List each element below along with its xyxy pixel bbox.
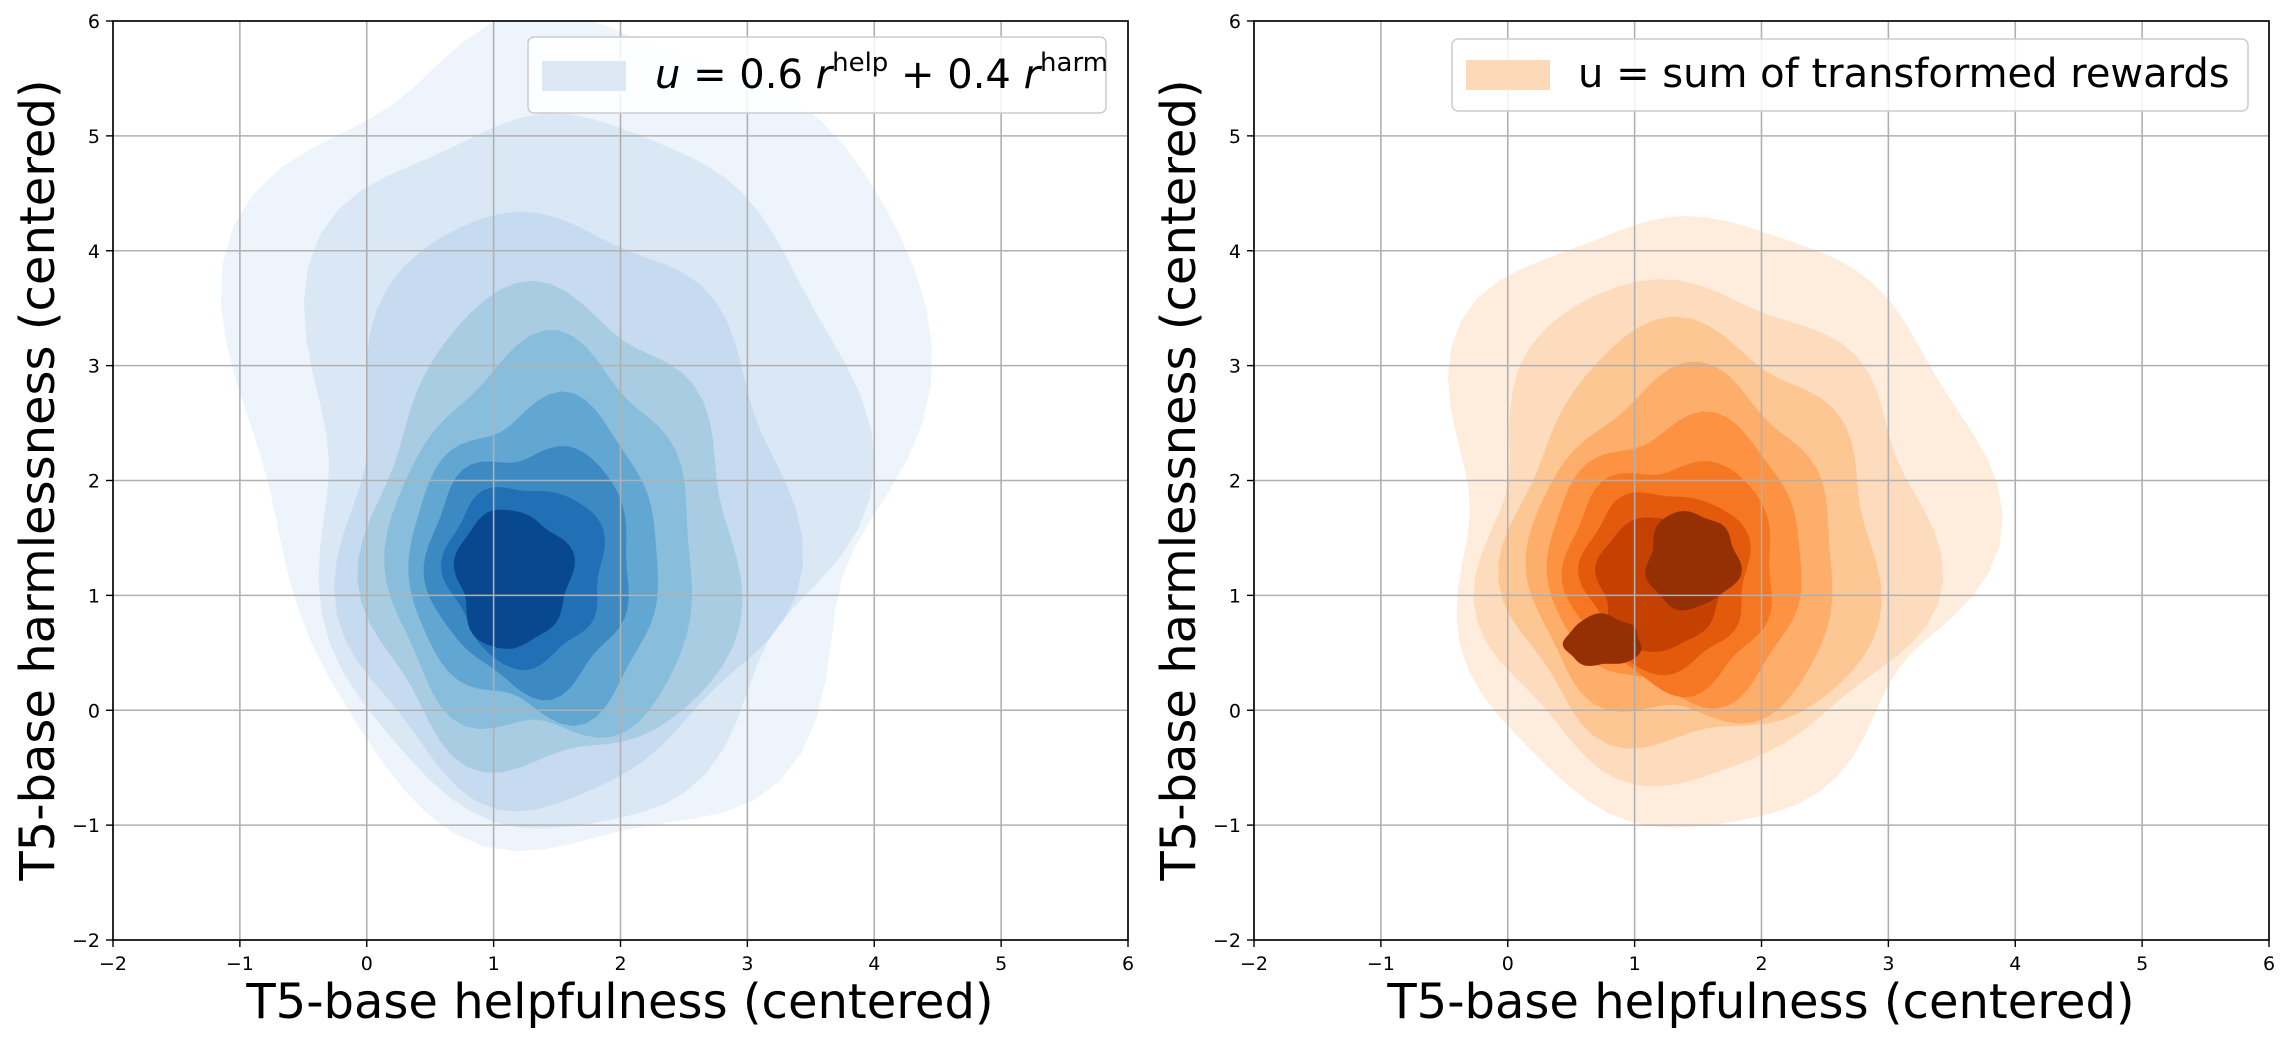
y-tick-label: 0: [1229, 700, 1241, 722]
left-grid: [112, 20, 1129, 941]
right-legend: u = sum of transformed rewards: [1451, 38, 2249, 112]
x-tick-label: 1: [488, 953, 500, 975]
y-tick-label: 3: [1229, 356, 1241, 378]
right-legend-swatch: [1466, 60, 1550, 90]
y-tick-label: 1: [1229, 585, 1241, 607]
right-x-axis-label: T5-base helpfulness (centered): [1386, 974, 2134, 1030]
y-tick-label: −2: [72, 930, 100, 952]
left-legend-label: u = 0.6 rhelp + 0.4 rharm: [655, 48, 1108, 98]
y-tick-label: −1: [1213, 815, 1241, 837]
left-y-axis-label: T5-base harmlessness (centered): [10, 79, 66, 881]
left-legend: u = 0.6 rhelp + 0.4 rharm: [527, 36, 1108, 114]
x-tick-label: 6: [1122, 953, 1134, 975]
y-tick-label: 4: [1229, 241, 1241, 263]
y-tick-label: 5: [88, 126, 100, 148]
x-tick-label: 3: [1882, 953, 1894, 975]
left-density-contours: [220, 21, 932, 852]
left-x-ticks: −2 −1 0 1 2 3 4 5 6: [99, 940, 1134, 975]
y-tick-label: 0: [88, 700, 100, 722]
x-tick-label: 4: [2009, 953, 2021, 975]
x-tick-label: −2: [99, 953, 127, 975]
left-legend-swatch: [542, 61, 626, 91]
left-x-axis-label: T5-base helpfulness (centered): [245, 974, 993, 1030]
right-legend-box: [1451, 38, 2249, 112]
x-tick-label: 5: [2136, 953, 2148, 975]
right-y-axis-label: T5-base harmlessness (centered): [1151, 79, 1207, 881]
y-tick-label: 1: [88, 585, 100, 607]
left-y-ticks: −2 −1 0 1 2 3 4 5 6: [72, 11, 113, 952]
x-tick-label: −2: [1240, 953, 1268, 975]
density-peak-2: [1562, 613, 1642, 666]
right-grid: [1253, 20, 2270, 941]
x-tick-label: 2: [614, 953, 626, 975]
x-tick-label: 3: [741, 953, 753, 975]
right-y-ticks: −2 −1 0 1 2 3 4 5 6: [1213, 11, 1254, 952]
right-x-ticks: −2 −1 0 1 2 3 4 5 6: [1240, 940, 2275, 975]
x-tick-label: 0: [361, 953, 373, 975]
x-tick-label: 5: [995, 953, 1007, 975]
y-tick-label: 6: [88, 11, 100, 33]
y-tick-label: 2: [1229, 471, 1241, 493]
x-tick-label: 2: [1755, 953, 1767, 975]
y-tick-label: −1: [72, 815, 100, 837]
legend-sup-help: help: [832, 48, 888, 78]
x-tick-label: 4: [868, 953, 880, 975]
x-tick-label: 1: [1629, 953, 1641, 975]
y-tick-label: 4: [88, 241, 100, 263]
legend-sup-harm: harm: [1040, 48, 1108, 78]
y-tick-label: −2: [1213, 930, 1241, 952]
right-density-contours: [1447, 216, 2003, 828]
x-tick-label: 0: [1502, 953, 1514, 975]
y-tick-label: 2: [88, 471, 100, 493]
left-panel: −2 −1 0 1 2 3 4 5 6 −2 −1 0 1 2 3 4 5 6 T5-base helpfuln…: [10, 11, 1134, 1030]
density-peak-1: [1645, 511, 1742, 611]
x-tick-label: 6: [2263, 953, 2275, 975]
x-tick-label: −1: [226, 953, 254, 975]
density-level-9: [453, 509, 575, 649]
y-tick-label: 3: [88, 356, 100, 378]
y-tick-label: 5: [1229, 126, 1241, 148]
right-legend-label: u = sum of transformed rewards: [1578, 51, 2230, 97]
x-tick-label: −1: [1367, 953, 1395, 975]
right-panel: −2 −1 0 1 2 3 4 5 6 −2 −1 0 1 2 3 4 5 6 T5-base helpfuln…: [1151, 11, 2275, 1030]
left-legend-box: [527, 36, 1107, 114]
y-tick-label: 6: [1229, 11, 1241, 33]
